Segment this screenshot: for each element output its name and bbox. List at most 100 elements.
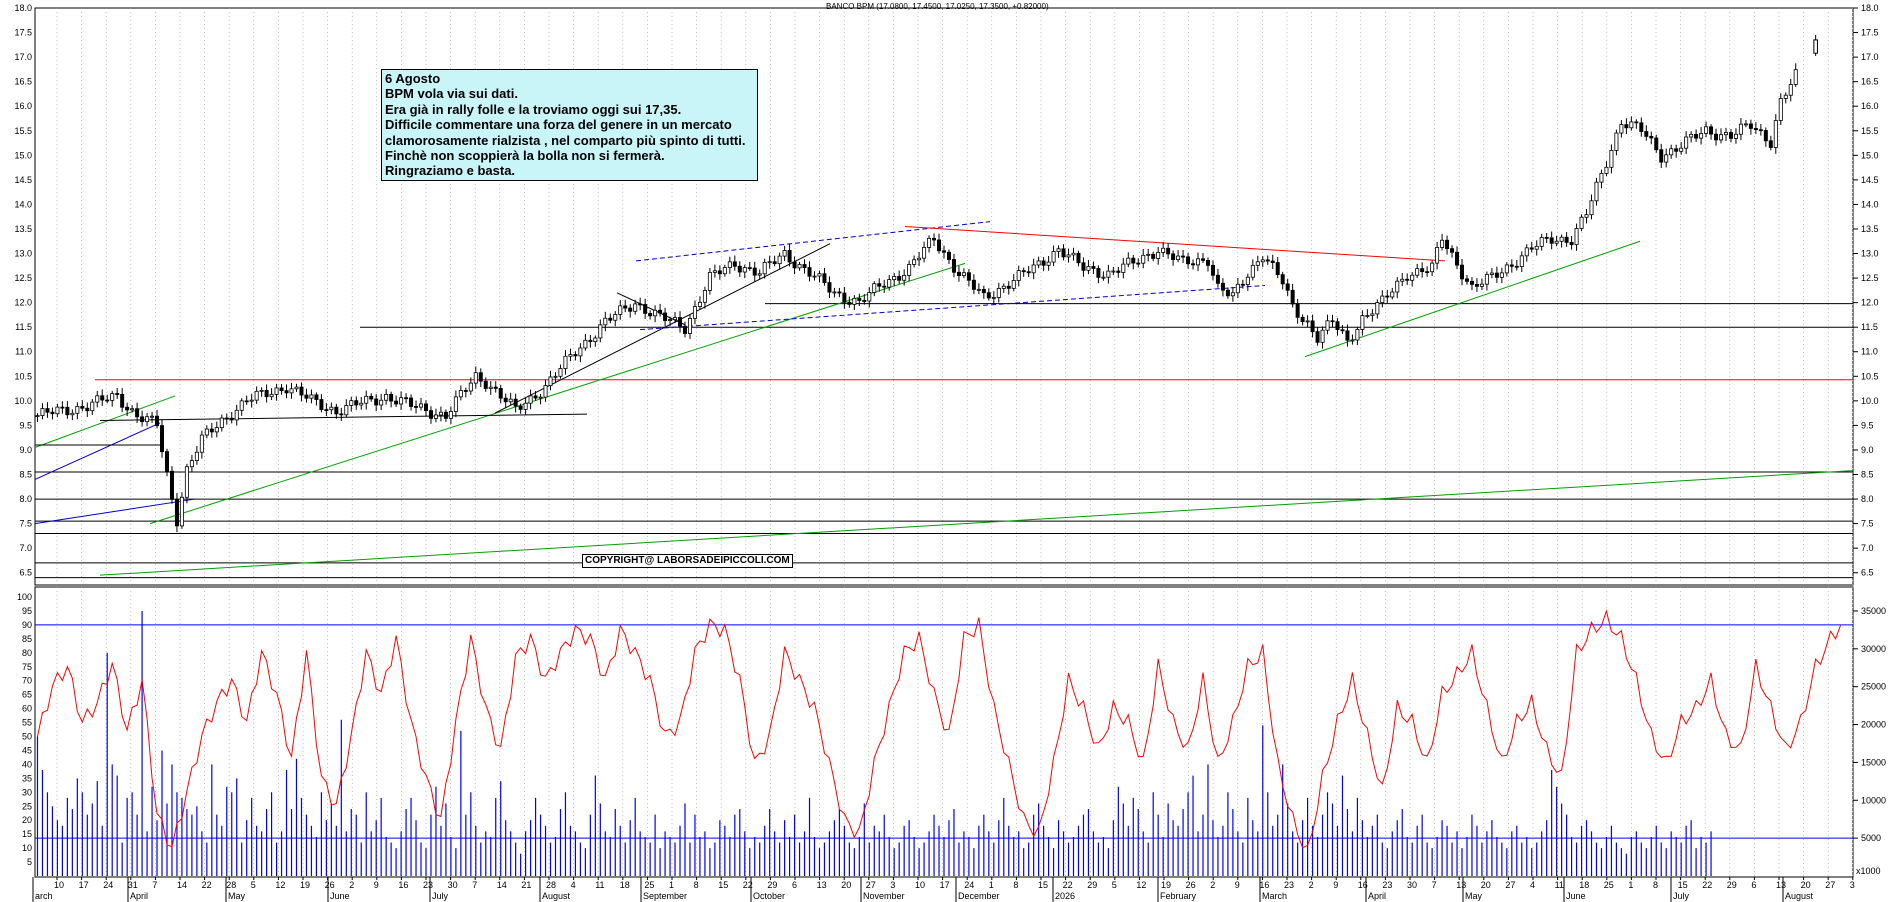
price-tick-label: 9.0 — [1861, 445, 1874, 455]
oscillator-tick-label: 10 — [22, 843, 32, 853]
annotation-line: Era già in rally folle e la troviamo ogg… — [385, 101, 682, 117]
candle-body — [1166, 247, 1171, 255]
price-tick-label: 7.0 — [19, 543, 32, 553]
date-tick-label: 19 — [1161, 880, 1171, 890]
channel-line — [34, 422, 161, 480]
candle-body — [199, 434, 204, 453]
candle-body — [543, 385, 548, 398]
candle-body — [409, 397, 414, 407]
oscillator-tick-label: 95 — [22, 606, 32, 616]
date-tick-label: 30 — [448, 880, 458, 890]
candle-body — [1325, 320, 1330, 331]
date-tick-label: 2 — [1210, 880, 1215, 890]
price-tick-label: 10.0 — [14, 396, 32, 406]
candle-body — [204, 428, 209, 436]
candle-body — [1529, 247, 1534, 250]
candle-body — [478, 372, 483, 382]
volume-unit-label: x1000 — [1856, 866, 1881, 876]
candle-body — [1644, 131, 1649, 137]
candle-body — [508, 398, 513, 403]
candle-body — [249, 399, 254, 402]
candle-body — [448, 411, 453, 419]
price-tick-label: 10.5 — [14, 371, 32, 381]
candle-body — [319, 399, 324, 410]
candle-body — [473, 372, 478, 384]
candle-body — [1460, 264, 1465, 280]
candle-body — [1634, 121, 1639, 124]
candle-body — [887, 279, 892, 288]
date-tick-label: 16 — [398, 880, 408, 890]
candle-body — [767, 261, 772, 264]
date-tick-label: 27 — [1505, 880, 1515, 890]
price-tick-label: 11.5 — [15, 322, 32, 332]
date-tick-label: 8 — [1013, 880, 1018, 890]
month-label: August — [1785, 891, 1814, 901]
candle-body — [40, 408, 45, 416]
candle-body — [697, 301, 702, 307]
candle-body — [757, 273, 762, 276]
candle-body — [1669, 148, 1674, 156]
candle-body — [1479, 283, 1484, 287]
annotation-line: Difficile commentare una forza del gener… — [385, 117, 732, 133]
candle-body — [966, 272, 971, 281]
candle-body — [1196, 258, 1201, 266]
candle-body — [687, 317, 692, 334]
candle-body — [732, 261, 737, 267]
price-tick-label: 13.5 — [1861, 224, 1879, 234]
date-tick-label: 17 — [79, 880, 89, 890]
price-tick-label: 6.5 — [19, 568, 32, 578]
volume-tick-label: 20000 — [1861, 720, 1886, 730]
candle-body — [269, 393, 274, 398]
candle-body — [189, 460, 194, 468]
candle-body — [1270, 260, 1275, 263]
date-tick-label: 29 — [767, 880, 777, 890]
candle-body — [463, 390, 468, 392]
candle-body — [996, 288, 1001, 298]
candle-body — [1430, 262, 1435, 273]
candle-body — [394, 400, 399, 405]
candle-body — [762, 262, 767, 275]
candle-body — [493, 386, 498, 389]
date-tick-label: 1 — [1628, 880, 1633, 890]
candle-body — [458, 390, 463, 398]
candle-body — [1255, 261, 1260, 266]
volume-tick-label: 5000 — [1861, 833, 1881, 843]
candle-body — [1245, 276, 1250, 285]
candle-body — [852, 298, 857, 305]
candle-body — [1315, 331, 1320, 343]
candle-body — [1554, 240, 1559, 244]
candle-body — [1235, 283, 1240, 294]
candle-body — [130, 408, 135, 411]
candle-body — [289, 388, 294, 394]
candle-body — [663, 312, 668, 321]
candle-body — [1649, 135, 1654, 139]
date-tick-label: 28 — [226, 880, 236, 890]
volume-tick-label: 15000 — [1861, 757, 1886, 767]
candle-body — [1564, 236, 1569, 243]
candle-body — [95, 395, 100, 403]
candle-body — [1011, 280, 1016, 289]
candle-body — [1051, 251, 1056, 263]
candle-body — [1594, 181, 1599, 202]
date-tick-label: 28 — [546, 880, 556, 890]
candle-body — [60, 406, 65, 409]
candle-body — [842, 292, 847, 303]
candle-body — [588, 339, 593, 343]
candle-body — [369, 395, 374, 400]
oscillator-panel-frame — [34, 586, 1854, 878]
candle-body — [1026, 271, 1031, 274]
candle-body — [1395, 280, 1400, 293]
candle-body — [1310, 320, 1315, 333]
candle-body — [862, 300, 867, 302]
date-tick-label: 5 — [251, 880, 256, 890]
candle-body — [299, 386, 304, 396]
date-tick-label: 3 — [890, 880, 895, 890]
candle-body — [389, 393, 394, 402]
channel-line — [639, 284, 1266, 331]
date-tick-label: 27 — [1825, 880, 1835, 890]
date-tick-label: 23 — [1382, 880, 1392, 890]
candle-body — [438, 411, 443, 416]
candle-body — [1624, 124, 1629, 129]
price-tick-label: 11.5 — [1861, 322, 1878, 332]
candle-body — [937, 239, 942, 252]
